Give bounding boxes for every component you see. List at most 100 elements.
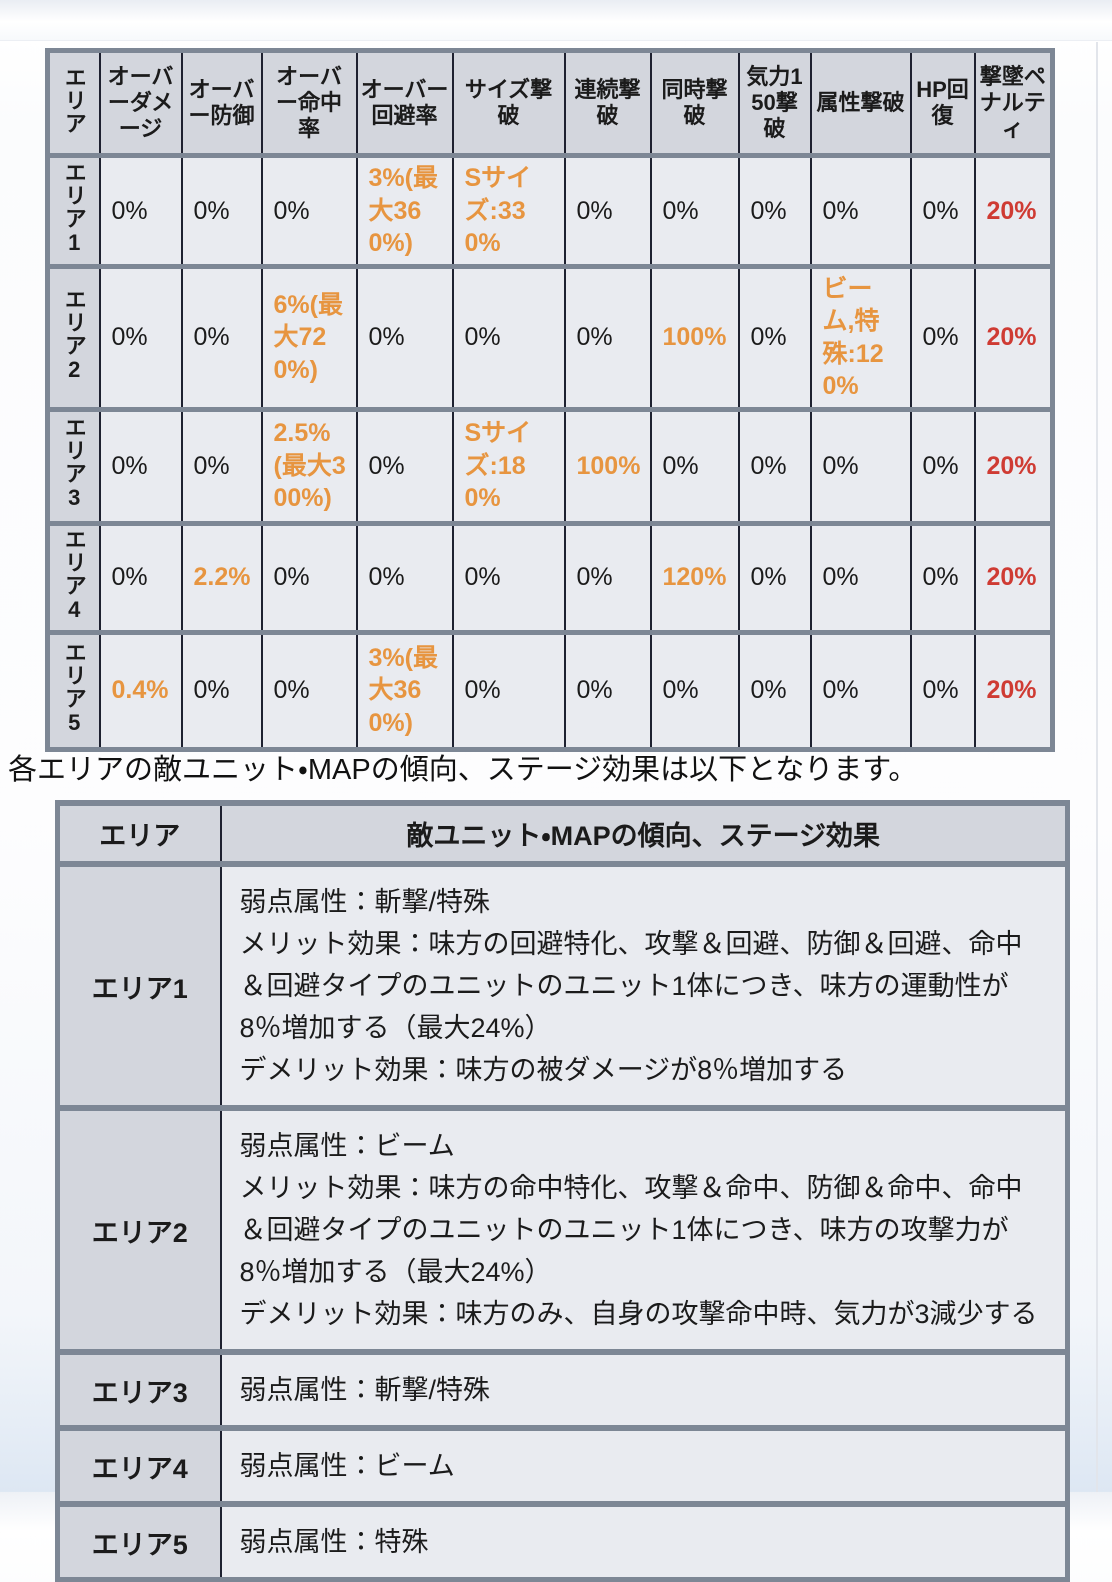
stat-cell: 0% <box>649 406 739 523</box>
stats-header-cell: 属性撃破 <box>809 48 911 156</box>
area-label: エリア3 <box>46 406 100 523</box>
stat-cell: 120% <box>649 520 739 632</box>
stat-cell: 0% <box>98 263 182 409</box>
stat-cell: 20% <box>973 153 1053 266</box>
stat-cell: 100% <box>563 406 651 523</box>
intro-text: 各エリアの敵ユニット・MAPの傾向、ステージ効果は以下となります。 <box>8 754 918 786</box>
stat-cell: Sサイズ:180% <box>451 406 565 523</box>
stat-cell: 0% <box>737 263 811 409</box>
stat-cell: 6%(最大720%) <box>260 263 357 409</box>
stats-header-cell: オーバー防御 <box>180 48 262 156</box>
stat-cell: 0% <box>809 406 911 523</box>
area-label-text: エリア5 <box>61 640 87 736</box>
stats-header-area: エリア <box>46 48 100 156</box>
stats-header-cell: サイズ撃破 <box>451 48 565 156</box>
effects-row: エリア3 弱点属性：斬撃/特殊 <box>56 1349 1068 1428</box>
stat-cell: 0% <box>563 629 651 749</box>
effects-cell: 弱点属性：特殊 <box>219 1501 1068 1580</box>
stat-cell: 0% <box>737 520 811 632</box>
stats-table: エリア オーバーダメージ オーバー防御 オーバー命中率 オーバー回避率 サイズ撃破 連続撃破… <box>45 48 1055 752</box>
stat-cell: 0% <box>98 406 182 523</box>
area-label-text: エリア4 <box>61 527 87 623</box>
stat-cell: 20% <box>973 263 1053 409</box>
area-label-text: エリア3 <box>61 416 87 511</box>
effects-row: エリア1 弱点属性：斬撃/特殊 メリット効果：味方の回避特化、攻撃＆回避、防御＆回… <box>56 861 1068 1108</box>
area-label-text: エリア2 <box>61 287 87 383</box>
stat-cell: Sサイズ:330% <box>451 153 565 266</box>
stat-cell: 0% <box>451 520 565 632</box>
area-label: エリア1 <box>46 153 100 266</box>
stat-cell: 0% <box>355 520 453 632</box>
effects-row-label: エリア5 <box>56 1501 221 1580</box>
stats-header-cell: オーバーダメージ <box>98 48 182 156</box>
area-label: エリア5 <box>46 629 100 749</box>
effects-table: エリア 敵ユニット・MAPの傾向、ステージ効果 エリア1 弱点属性：斬撃/特殊 メリ… <box>55 800 1070 1582</box>
page-top-band <box>0 0 1112 41</box>
stats-row: エリア5 0.4% 0% 0% 3%(最大360%) 0% 0% 0% 0% 0% 0% 20% <box>46 629 1053 749</box>
stat-cell: 0% <box>98 520 182 632</box>
stat-cell: 0% <box>260 520 357 632</box>
stat-cell: ビーム,特殊:120% <box>809 263 911 409</box>
effects-header-row: エリア 敵ユニット・MAPの傾向、ステージ効果 <box>56 800 1068 864</box>
stat-cell: 0% <box>737 629 811 749</box>
stat-cell: 0% <box>649 153 739 266</box>
stats-table-body: エリア1 0% 0% 0% 3%(最大360%) Sサイズ:330% 0% 0% 0% 0% 0% 2… <box>46 153 1053 749</box>
area-label-text: エリア1 <box>61 160 87 256</box>
effects-header-cell: エリア <box>56 800 221 864</box>
stat-cell: 0% <box>809 153 911 266</box>
effects-table-body: エリア1 弱点属性：斬撃/特殊 メリット効果：味方の回避特化、攻撃＆回避、防御＆回… <box>56 861 1068 1580</box>
stat-cell: 0.4% <box>98 629 182 749</box>
effects-header-cell: 敵ユニット・MAPの傾向、ステージ効果 <box>219 800 1068 864</box>
stat-cell: 2.5%(最大300%) <box>260 406 357 523</box>
stat-cell: 100% <box>649 263 739 409</box>
stats-header-area-text: エリア <box>61 65 87 135</box>
stat-cell: 0% <box>260 629 357 749</box>
stat-cell: 0% <box>649 629 739 749</box>
stat-cell: 0% <box>180 153 262 266</box>
stat-cell: 0% <box>563 153 651 266</box>
stats-header-cell: 撃墜ペナルティ <box>973 48 1053 156</box>
stat-cell: 0% <box>809 629 911 749</box>
area-label: エリア4 <box>46 520 100 632</box>
stat-cell: 0% <box>355 263 453 409</box>
effects-row-label: エリア1 <box>56 861 221 1108</box>
stats-header-row: エリア オーバーダメージ オーバー防御 オーバー命中率 オーバー回避率 サイズ撃破 連続撃破… <box>46 48 1053 156</box>
stat-cell: 0% <box>909 153 975 266</box>
effects-row-label: エリア2 <box>56 1105 221 1352</box>
stat-cell: 0% <box>909 520 975 632</box>
stat-cell: 0% <box>737 153 811 266</box>
effects-row: エリア4 弱点属性：ビーム <box>56 1425 1068 1504</box>
stat-cell: 0% <box>180 629 262 749</box>
effects-table-header: エリア 敵ユニット・MAPの傾向、ステージ効果 <box>56 800 1068 864</box>
area-label: エリア2 <box>46 263 100 409</box>
stats-header-cell: HP回復 <box>909 48 975 156</box>
effects-cell: 弱点属性：ビーム メリット効果：味方の命中特化、攻撃＆命中、防御＆命中、命中＆回… <box>219 1105 1068 1352</box>
stat-cell: 2.2% <box>180 520 262 632</box>
stats-row: エリア1 0% 0% 0% 3%(最大360%) Sサイズ:330% 0% 0% 0% 0% 0% 2… <box>46 153 1053 266</box>
effects-row: エリア5 弱点属性：特殊 <box>56 1501 1068 1580</box>
stat-cell: 0% <box>451 263 565 409</box>
stats-header-cell: オーバー命中率 <box>260 48 357 156</box>
stat-cell: 0% <box>809 520 911 632</box>
effects-cell: 弱点属性：斬撃/特殊 メリット効果：味方の回避特化、攻撃＆回避、防御＆回避、命中… <box>219 861 1068 1108</box>
effects-row-label: エリア4 <box>56 1425 221 1504</box>
effects-cell: 弱点属性：ビーム <box>219 1425 1068 1504</box>
stat-cell: 0% <box>909 406 975 523</box>
stat-cell: 0% <box>355 406 453 523</box>
stat-cell: 0% <box>909 263 975 409</box>
stat-cell: 20% <box>973 629 1053 749</box>
stat-cell: 0% <box>563 263 651 409</box>
stats-table-header: エリア オーバーダメージ オーバー防御 オーバー命中率 オーバー回避率 サイズ撃破 連続撃破… <box>46 48 1053 156</box>
stats-header-cell: 気力150撃破 <box>737 48 811 156</box>
stat-cell: 20% <box>973 520 1053 632</box>
page-right-divider <box>1096 42 1098 1492</box>
stat-cell: 0% <box>180 406 262 523</box>
effects-row-label: エリア3 <box>56 1349 221 1428</box>
stats-row: エリア3 0% 0% 2.5%(最大300%) 0% Sサイズ:180% 100% 0% 0% 0… <box>46 406 1053 523</box>
stat-cell: 0% <box>451 629 565 749</box>
stat-cell: 0% <box>260 153 357 266</box>
stats-header-cell: 連続撃破 <box>563 48 651 156</box>
stat-cell: 0% <box>909 629 975 749</box>
stat-cell: 3%(最大360%) <box>355 153 453 266</box>
stats-row: エリア2 0% 0% 6%(最大720%) 0% 0% 0% 100% 0% ビーム,特殊:120… <box>46 263 1053 409</box>
